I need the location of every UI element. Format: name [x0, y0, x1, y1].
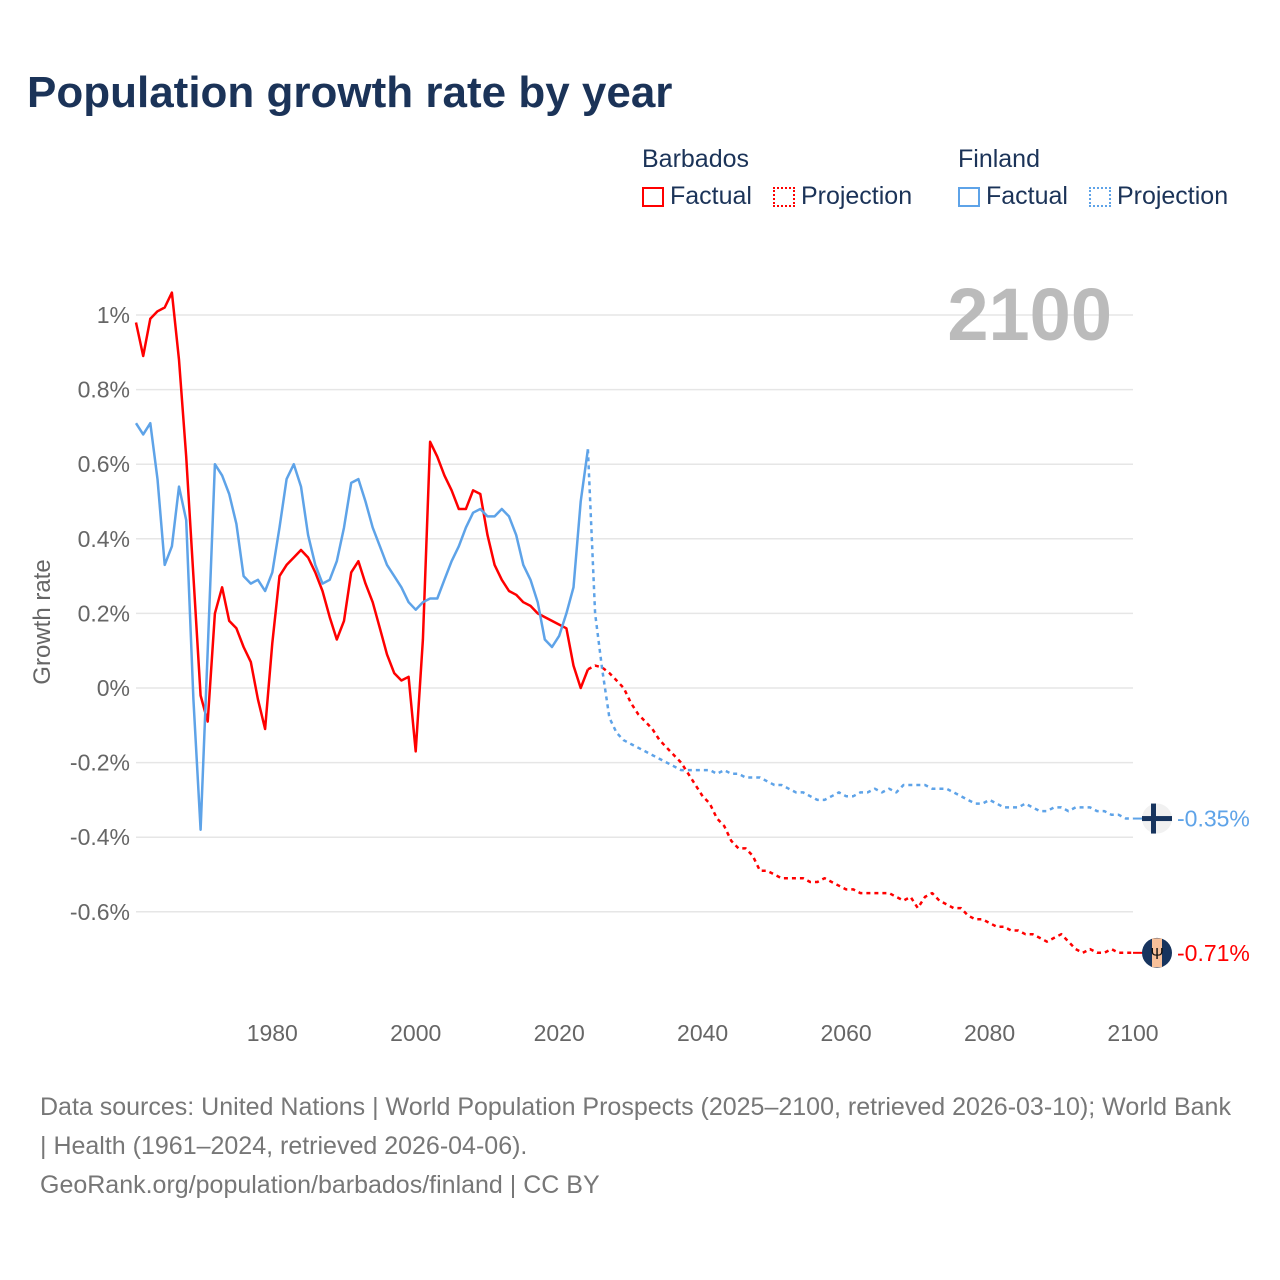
y-tick-label: -0.4%: [70, 824, 130, 850]
y-tick-label: -0.2%: [70, 750, 130, 776]
end-value-label: -0.71%: [1177, 940, 1250, 966]
series-line-finland-projection: [586, 449, 1133, 820]
flag-cross-horizontal: [1142, 816, 1172, 822]
legend-barbados-factual[interactable]: Factual: [642, 182, 752, 211]
legend-swatch-solid: [958, 186, 980, 207]
legend-barbados: Barbados Factual Projection: [642, 145, 926, 214]
footer: Data sources: United Nations | World Pop…: [40, 1088, 1240, 1205]
legend-finland-projection[interactable]: Projection: [1088, 182, 1229, 211]
x-tick-label: 2000: [390, 1020, 441, 1046]
legend-finland-factual[interactable]: Factual: [958, 182, 1068, 211]
series-line-barbados-factual: [134, 291, 590, 753]
data-sources: Data sources: United Nations | World Pop…: [40, 1093, 1231, 1160]
legend-label: Factual: [670, 182, 752, 210]
y-axis-label: Growth rate: [29, 559, 56, 684]
x-tick-label: 2040: [677, 1020, 728, 1046]
y-tick-label: 1%: [97, 302, 130, 328]
x-tick-label: 1980: [247, 1020, 298, 1046]
legend-label: Projection: [800, 182, 913, 210]
legend-country-label: Finland: [958, 145, 1040, 173]
flag-stripe-gold: [1152, 938, 1162, 968]
series-line-finland-factual: [134, 421, 590, 831]
end-value-label: -0.35%: [1177, 806, 1250, 832]
legend-barbados-projection[interactable]: Projection: [772, 182, 913, 211]
legend-swatch-solid: [642, 186, 664, 207]
legend-label: Factual: [986, 182, 1068, 210]
legend-country-label: Barbados: [642, 145, 750, 173]
x-tick-label: 2080: [964, 1020, 1015, 1046]
y-tick-label: 0.8%: [78, 377, 130, 403]
legend-label: Projection: [1116, 182, 1229, 210]
current-year-label: 2100: [947, 273, 1112, 356]
y-tick-label: 0%: [97, 675, 130, 701]
x-tick-label: 2100: [1107, 1020, 1158, 1046]
x-tick-label: 2020: [534, 1020, 585, 1046]
credit-link[interactable]: GeoRank.org/population/barbados/finland …: [40, 1171, 600, 1199]
y-tick-label: 0.4%: [78, 526, 130, 552]
legend-swatch-dotted: [1088, 186, 1111, 207]
barbados-flag-icon: Ψ: [1142, 937, 1172, 968]
finland-flag-icon: [1142, 803, 1172, 834]
y-tick-label: -0.6%: [70, 899, 130, 925]
series-line-barbados-projection: [587, 664, 1133, 955]
trident-icon: Ψ: [1150, 946, 1163, 963]
y-tick-label: 0.2%: [78, 600, 130, 626]
chart-title: Population growth rate by year: [27, 68, 673, 117]
x-tick-label: 2060: [821, 1020, 872, 1046]
y-tick-label: 0.6%: [78, 451, 130, 477]
legend-swatch-dotted: [772, 186, 795, 207]
legend-finland: Finland Factual Projection: [958, 145, 1228, 214]
